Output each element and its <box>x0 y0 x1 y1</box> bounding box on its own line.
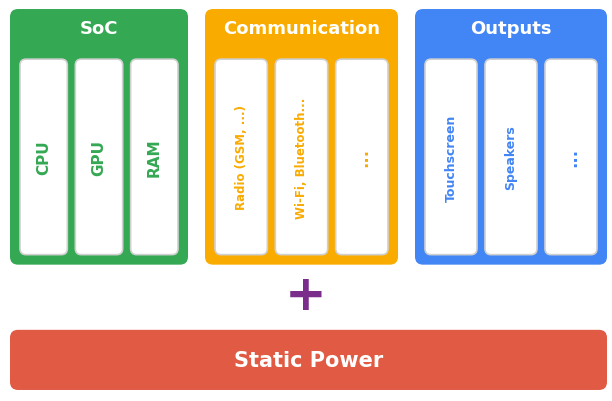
Text: Static Power: Static Power <box>234 350 383 370</box>
FancyBboxPatch shape <box>215 60 267 255</box>
Text: Communication: Communication <box>223 20 380 38</box>
FancyBboxPatch shape <box>131 60 178 255</box>
Text: Touchscreen: Touchscreen <box>444 114 458 201</box>
Text: Speakers: Speakers <box>504 125 518 190</box>
FancyBboxPatch shape <box>275 60 327 255</box>
FancyBboxPatch shape <box>335 60 388 255</box>
FancyBboxPatch shape <box>10 330 607 390</box>
Text: ...: ... <box>353 148 371 167</box>
FancyBboxPatch shape <box>10 10 188 265</box>
FancyBboxPatch shape <box>485 60 537 255</box>
FancyBboxPatch shape <box>545 60 597 255</box>
Text: Wi-Fi, Bluetooth...: Wi-Fi, Bluetooth... <box>295 97 308 218</box>
Text: Radio (GSM, ...): Radio (GSM, ...) <box>234 105 248 210</box>
Text: ...: ... <box>562 148 580 167</box>
Text: Outputs: Outputs <box>470 20 552 38</box>
Text: +: + <box>285 271 327 319</box>
FancyBboxPatch shape <box>425 60 477 255</box>
FancyBboxPatch shape <box>75 60 122 255</box>
Text: RAM: RAM <box>147 138 162 177</box>
FancyBboxPatch shape <box>205 10 398 265</box>
Text: CPU: CPU <box>36 140 51 175</box>
FancyBboxPatch shape <box>415 10 607 265</box>
FancyBboxPatch shape <box>20 60 67 255</box>
Text: GPU: GPU <box>92 140 106 176</box>
Text: SoC: SoC <box>80 20 118 38</box>
